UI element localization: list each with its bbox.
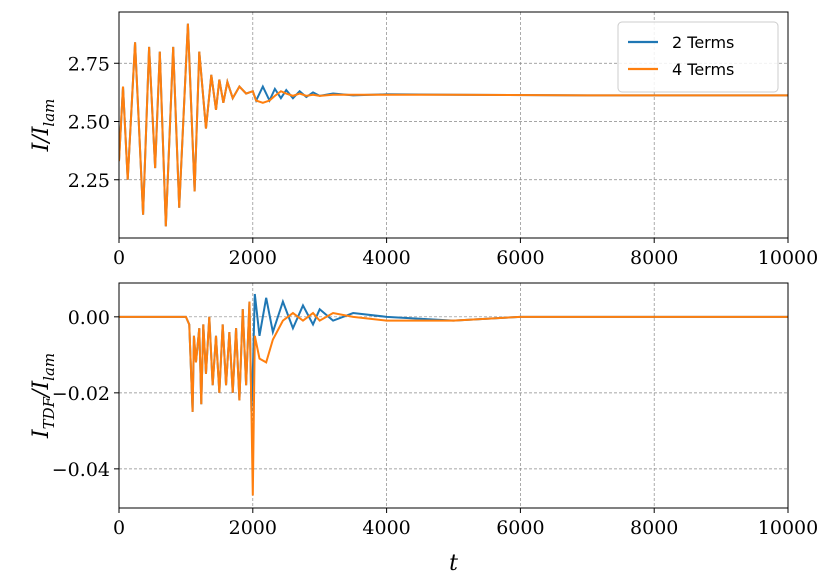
x-tick-label: 6000 [496,517,544,539]
y-tick-label: 2.25 [68,170,110,192]
y-label-part: I/I [29,125,54,152]
y-tick-label: −0.02 [52,383,110,405]
x-tick-label: 10000 [758,517,818,539]
axes-frame [118,282,789,509]
x-tick-label: 10000 [758,247,818,269]
y-tick-label: 2.50 [68,112,110,134]
axes-frame [118,11,789,239]
x-tick-label: 2000 [229,517,277,539]
y-tick-label: −0.04 [52,459,110,481]
series-line [119,293,788,412]
y-tick-label: 2.75 [68,53,110,75]
y-axis-label: ITDF/Ilam [29,353,58,439]
y-label-part: lam [40,353,58,381]
y-axis-label: I/Ilam [29,99,58,153]
legend-label: 4 Terms [672,60,734,79]
x-tick-label: 0 [113,517,125,539]
x-axis-label: t [449,551,458,576]
y-tick-label: 0.00 [68,307,110,329]
x-tick-label: 6000 [496,247,544,269]
x-tick-label: 4000 [362,247,410,269]
y-label-part: /I [29,380,54,399]
y-label-part: I [29,428,54,439]
x-tick-label: 0 [113,247,125,269]
series-line [119,301,788,496]
x-tick-label: 4000 [362,517,410,539]
subplot: 0 2000 4000 6000 8000 10000 2.25 2.50 2.75 I/Ilam… [29,11,818,269]
subplot: 0 2000 4000 6000 8000 10000 −0.04 −0.02 0.00 ITDF… [29,282,818,576]
y-label-part: lam [40,99,58,127]
y-label-part: TDF [40,396,58,429]
legend-label: 2 Terms [672,33,734,52]
legend-box [617,21,779,93]
x-tick-label: 8000 [630,247,678,269]
x-tick-label: 8000 [630,517,678,539]
series-line [119,23,788,227]
x-tick-label: 2000 [229,247,277,269]
